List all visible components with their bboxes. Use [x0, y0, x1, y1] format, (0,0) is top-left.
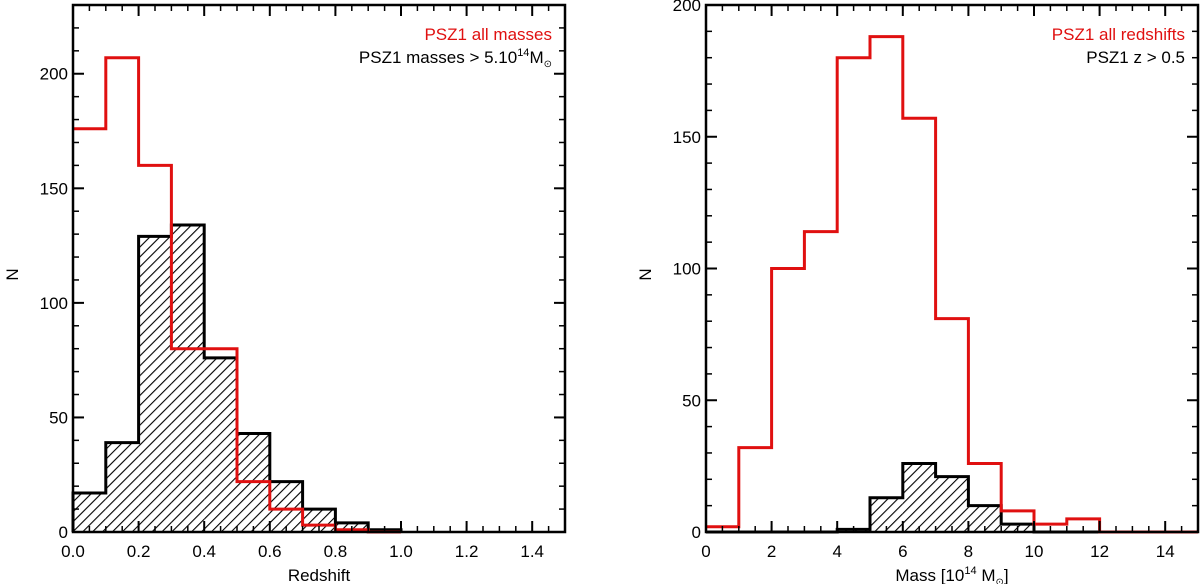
mass-y-axis-label: N [636, 268, 655, 280]
mass-x-axis-label-close: ] [1004, 566, 1009, 584]
redshift-x-axis-label: Redshift [288, 566, 351, 584]
mass-x-axis-label-sub: ⊙ [996, 577, 1004, 584]
mass-x-tick-label: 2 [767, 542, 776, 561]
redshift-hatched-bar [105, 442, 139, 532]
redshift-x-tick-label: 0.2 [127, 542, 151, 561]
redshift-y-tick-label: 200 [40, 65, 68, 84]
mass-y-tick-label: 200 [673, 0, 701, 15]
mass-hatched-bar [935, 476, 969, 532]
mass-x-axis-label-text: Mass [10 [895, 566, 964, 584]
mass-x-axis-label-suffix: M [977, 566, 996, 584]
mass-x-axis-label: Mass [1014 M⊙] [895, 565, 1008, 584]
redshift-y-tick-label: 0 [59, 523, 68, 542]
redshift-x-tick-label: 0.6 [258, 542, 282, 561]
redshift-hatched-bar [204, 357, 237, 532]
mass-y-tick-label: 50 [682, 391, 701, 410]
redshift-hatched-bar [73, 493, 106, 532]
redshift-y-tick-label: 100 [40, 294, 68, 313]
redshift-legend-sup: 14 [517, 47, 529, 59]
redshift-x-axis-label-text: Redshift [288, 566, 351, 584]
mass-x-tick-label: 12 [1090, 542, 1109, 561]
mass-x-tick-label: 14 [1156, 542, 1175, 561]
mass-legend-entry: PSZ1 all redshifts [1052, 25, 1185, 44]
mass-x-tick-label: 10 [1025, 542, 1044, 561]
mass-legend-entry: PSZ1 z > 0.5 [1086, 48, 1185, 67]
redshift-legend-label: PSZ1 all masses [424, 25, 552, 44]
redshift-legend-label: PSZ1 masses > 5.10 [359, 48, 517, 67]
redshift-x-tick-label: 0.4 [192, 542, 216, 561]
mass-y-tick-label: 0 [692, 523, 701, 542]
redshift-hatched-bar [269, 481, 303, 532]
redshift-y-tick-label: 150 [40, 179, 68, 198]
mass-y-tick-label: 100 [673, 260, 701, 279]
redshift-hatched-bar [138, 236, 172, 532]
redshift-y-tick-label: 50 [49, 408, 68, 427]
redshift-y-axis-label: N [3, 268, 22, 280]
mass-x-tick-label: 0 [701, 542, 710, 561]
redshift-legend-suffix: M [529, 48, 543, 67]
redshift-histogram-panel: 0.0 0.2 0.4 0.6 0.8 1.0 1.2 1.4 0 50 100 150 200 N Red… [3, 3, 567, 584]
mass-x-tick-label: 6 [898, 542, 907, 561]
mass-x-tick-label: 4 [832, 542, 841, 561]
mass-x-tick-label: 8 [964, 542, 973, 561]
redshift-x-tick-label: 1.0 [389, 542, 413, 561]
redshift-x-tick-label: 1.4 [520, 542, 544, 561]
redshift-x-tick-label: 0.8 [324, 542, 348, 561]
mass-legend-label: PSZ1 all redshifts [1052, 25, 1185, 44]
mass-legend-label: PSZ1 z > 0.5 [1086, 48, 1185, 67]
mass-y-tick-label: 150 [673, 128, 701, 147]
redshift-legend-sub: ⊙ [544, 59, 552, 70]
redshift-legend-entry: PSZ1 all masses [424, 25, 552, 44]
redshift-hatched-bar [171, 224, 205, 532]
redshift-x-tick-label: 0.0 [61, 542, 85, 561]
redshift-legend-entry: PSZ1 masses > 5.1014M⊙ [359, 47, 552, 70]
mass-x-axis-label-sup: 14 [964, 565, 976, 577]
mass-hatched-bar [902, 463, 936, 532]
mass-all-step-line [706, 35, 1198, 534]
redshift-x-tick-label: 1.2 [455, 542, 479, 561]
